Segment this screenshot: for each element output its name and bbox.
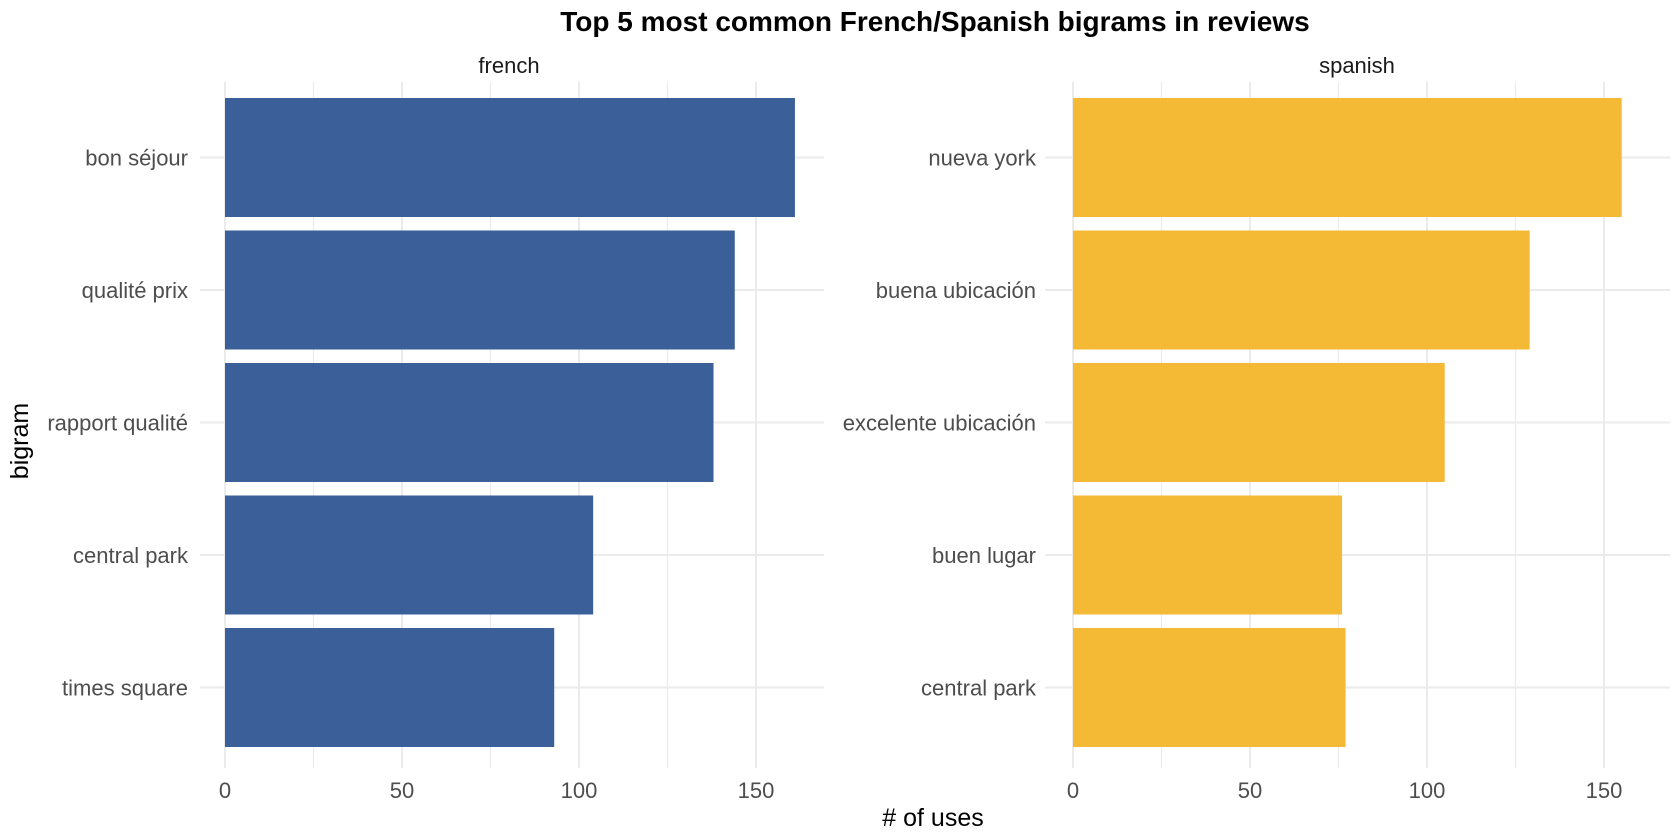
bar-french-5 xyxy=(225,628,555,747)
x-tick-label: 150 xyxy=(738,778,775,803)
y-axis-title: bigram xyxy=(6,403,34,479)
x-tick-label: 0 xyxy=(1067,778,1079,803)
y-tick-label: times square xyxy=(62,676,188,701)
x-tick-label: 100 xyxy=(1409,778,1446,803)
y-tick-label: rapport qualité xyxy=(47,411,188,436)
x-axis-title: # of uses xyxy=(882,804,983,832)
bar-french-2 xyxy=(225,230,735,350)
bar-spanish-5 xyxy=(1073,628,1346,747)
bar-french-1 xyxy=(225,98,795,217)
bar-spanish-1 xyxy=(1073,98,1622,217)
x-tick-label: 100 xyxy=(561,778,598,803)
x-tick-label: 150 xyxy=(1586,778,1623,803)
facet-label-french: french xyxy=(478,53,539,78)
chart-title: Top 5 most common French/Spanish bigrams… xyxy=(560,6,1309,37)
bar-spanish-4 xyxy=(1073,495,1343,615)
x-tick-label: 50 xyxy=(1238,778,1262,803)
bar-spanish-3 xyxy=(1073,363,1445,482)
y-tick-label: central park xyxy=(73,543,189,568)
y-tick-label: buen lugar xyxy=(932,543,1036,568)
y-tick-label: bon séjour xyxy=(85,146,188,171)
x-tick-label: 50 xyxy=(390,778,414,803)
y-tick-label: excelente ubicación xyxy=(843,411,1036,436)
x-tick-label: 0 xyxy=(219,778,231,803)
bar-french-4 xyxy=(225,495,594,615)
y-tick-label: nueva york xyxy=(928,146,1037,171)
facet-label-spanish: spanish xyxy=(1319,53,1395,78)
y-tick-label: qualité prix xyxy=(82,278,188,303)
facet-panels: bon séjour qualité prix rapport qualité cen… xyxy=(47,53,1670,803)
y-tick-label: buena ubicación xyxy=(876,278,1036,303)
bar-french-3 xyxy=(225,363,714,482)
panel-french: bon séjour qualité prix rapport qualité cen… xyxy=(47,53,824,803)
bar-spanish-2 xyxy=(1073,230,1530,350)
panel-spanish: nueva york buena ubicación excelente ubica… xyxy=(843,53,1670,803)
y-tick-label: central park xyxy=(921,676,1037,701)
